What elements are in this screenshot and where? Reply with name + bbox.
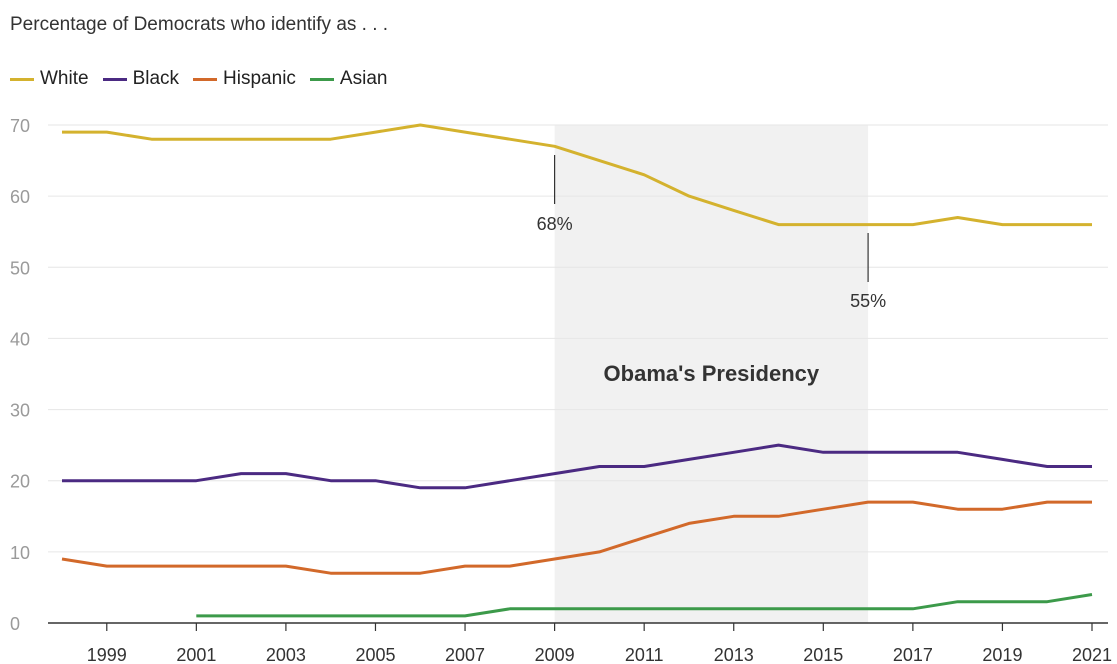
legend-swatch-hispanic	[193, 77, 218, 81]
legend-label-asian: Asian	[339, 68, 388, 89]
x-tick-label-2015: 2015	[803, 645, 843, 664]
legend-item-asian: Asian	[309, 68, 388, 90]
legend-swatch-black	[102, 77, 127, 81]
x-tick-label-2001: 2001	[176, 645, 216, 664]
y-tick-label-70: 70	[10, 116, 30, 136]
x-tick-label-2007: 2007	[445, 645, 485, 664]
x-tick-label-2017: 2017	[893, 645, 933, 664]
annotation-label-68: 68%	[537, 214, 573, 234]
y-tick-label-30: 30	[10, 401, 30, 421]
y-tick-label-50: 50	[10, 258, 30, 278]
series-line-white	[62, 123, 1092, 227]
series-line-black	[62, 443, 1092, 490]
x-tick-label-2003: 2003	[266, 645, 306, 664]
y-tick-label-60: 60	[10, 187, 30, 207]
y-tick-label-20: 20	[10, 472, 30, 492]
x-tick-label-2011: 2011	[625, 645, 664, 664]
legend-item-hispanic: Hispanic	[193, 68, 296, 90]
legend: White Black Hispanic Asian	[10, 68, 401, 90]
x-tick-label-2005: 2005	[355, 645, 395, 664]
x-tick-label-2009: 2009	[535, 645, 575, 664]
x-tick-label-2021: 2021	[1072, 645, 1112, 664]
series-line-hispanic	[61, 500, 1092, 575]
y-tick-label-10: 10	[10, 543, 30, 563]
band-obama-presidency	[554, 125, 869, 623]
legend-swatch-white	[10, 77, 34, 81]
band-label: Obama's Presidency	[604, 361, 820, 386]
legend-item-white: White	[10, 68, 89, 90]
legend-label-hispanic: Hispanic	[223, 68, 296, 89]
x-tick-label-1999: 1999	[87, 645, 127, 664]
x-tick-label-2019: 2019	[982, 645, 1022, 664]
legend-label-black: Black	[132, 68, 180, 89]
legend-swatch-asian	[309, 77, 334, 81]
annotation-label-55: 55%	[850, 291, 886, 311]
legend-label-white: White	[40, 68, 89, 89]
y-tick-label-40: 40	[10, 329, 30, 349]
legend-item-black: Black	[102, 68, 180, 90]
series-line-asian	[196, 593, 1093, 618]
y-tick-label-0: 0	[10, 614, 20, 634]
chart-title: Percentage of Democrats who identify as …	[10, 14, 389, 35]
x-tick-label-2013: 2013	[714, 645, 754, 664]
